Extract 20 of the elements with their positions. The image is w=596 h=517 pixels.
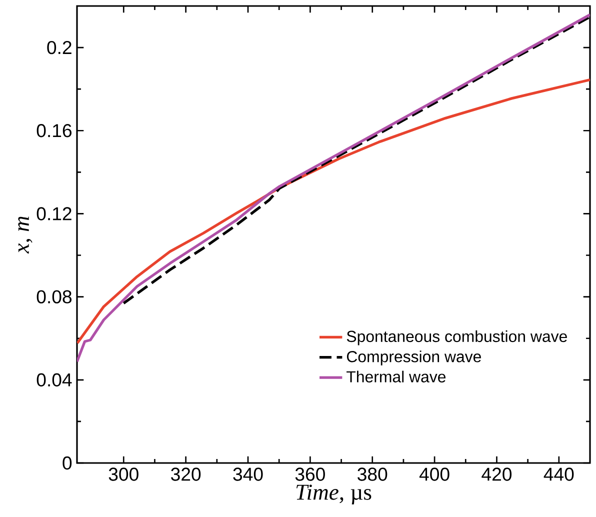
y-tick-label: 0.08 xyxy=(36,290,72,304)
x-tick-label: 360 xyxy=(295,468,325,481)
y-tick-label: 0.04 xyxy=(36,373,72,386)
x-tick-label: 440 xyxy=(544,468,574,481)
y-axis-title: x, m xyxy=(18,216,32,254)
y-tick-label: 0.16 xyxy=(36,124,72,138)
line-series xyxy=(77,78,590,344)
legend-label: Spontaneous combustion wave xyxy=(346,330,567,346)
x-tick-label: 320 xyxy=(171,468,201,481)
legend-label: Compression wave xyxy=(346,350,481,366)
x-tick-label: 340 xyxy=(233,468,263,481)
legend-label: Thermal wave xyxy=(346,370,446,382)
y-tick-label: 0.12 xyxy=(36,207,72,220)
y-tick-label: 0.2 xyxy=(47,40,72,54)
x-tick-label: 380 xyxy=(358,468,388,481)
x-tick-label: 420 xyxy=(482,468,512,481)
x-axis-title: Time, µs xyxy=(296,484,372,504)
x-tick-label: 300 xyxy=(108,468,138,481)
x-tick-label: 400 xyxy=(419,468,450,481)
y-tick-label: 0 xyxy=(62,456,72,470)
